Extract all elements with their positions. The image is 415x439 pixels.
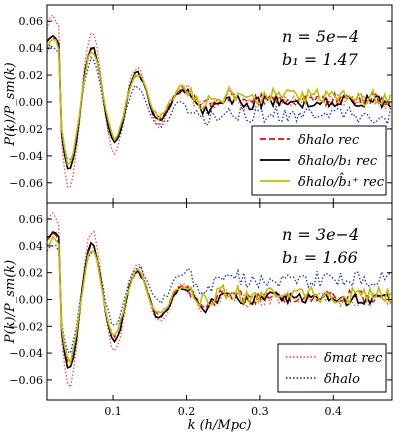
legend: δmat rec δhalo	[277, 343, 387, 393]
y-tick-label: −0.06	[9, 374, 43, 387]
series-line-1	[47, 244, 391, 355]
y-tick-label: 0.04	[19, 240, 44, 253]
bottom-annotation-density: n = 3e−4	[282, 225, 359, 244]
series-line-4	[47, 235, 392, 366]
x-axis-label: k (h/Mpc)	[188, 418, 252, 433]
bottom-annotation-bias: b₁ = 1.66	[282, 248, 358, 267]
series-group	[47, 211, 392, 389]
y-tick-label: −0.04	[9, 347, 43, 360]
y-tick-label: 0.02	[19, 267, 44, 280]
top-annotation-density: n = 5e−4	[282, 27, 359, 46]
y-tick-label: 0.06	[19, 213, 44, 226]
legend-label: δhalo/b₁ rec	[298, 154, 378, 169]
top-annotation-bias: b₁ = 1.47	[282, 50, 359, 69]
y-tick-label: −0.06	[9, 177, 43, 190]
y-tick-label: 0.06	[19, 15, 44, 28]
y-tick-label: −0.02	[9, 320, 43, 333]
series-line-4	[47, 38, 392, 166]
legend-label: δhalo/b̂₁⁺ rec	[298, 172, 385, 190]
y-tick-label: 0.00	[19, 293, 44, 306]
y-tick-label: 0.04	[19, 42, 44, 55]
legend: δhalo rec δhalo/b₁ rec δhalo/b̂₁⁺ rec	[251, 125, 387, 196]
bottom-y-axis-label: P(k)/P_sm(k)	[3, 260, 18, 344]
legend-label: δhalo	[324, 372, 360, 387]
y-tick-label: −0.02	[9, 123, 43, 136]
top-y-axis-label: P(k)/P_sm(k)	[3, 62, 18, 146]
y-tick-label: 0.02	[19, 69, 44, 82]
series-group	[47, 13, 392, 189]
legend-box	[277, 343, 387, 393]
y-tick-label: −0.04	[9, 150, 43, 163]
y-tick-label: 0.00	[19, 96, 44, 109]
top-panel: −0.06 −0.04 −0.02 0.00 0.02 0.04 0.06 δhalo rec…	[3, 4, 393, 204]
legend-label: δmat rec	[324, 351, 383, 366]
x-tick-label: 0.3	[251, 405, 269, 418]
legend-label: δhalo rec	[298, 133, 360, 148]
bottom-panel: −0.06 −0.04 −0.02 0.00 0.02 0.04 0.06 0.1 0.2 0.3…	[3, 202, 393, 433]
x-tick-label: 0.2	[178, 405, 196, 418]
bottom-panel-frame	[46, 202, 393, 401]
x-tick-label: 0.4	[325, 405, 343, 418]
x-tick-label: 0.1	[104, 405, 122, 418]
series-line-0	[47, 13, 392, 189]
